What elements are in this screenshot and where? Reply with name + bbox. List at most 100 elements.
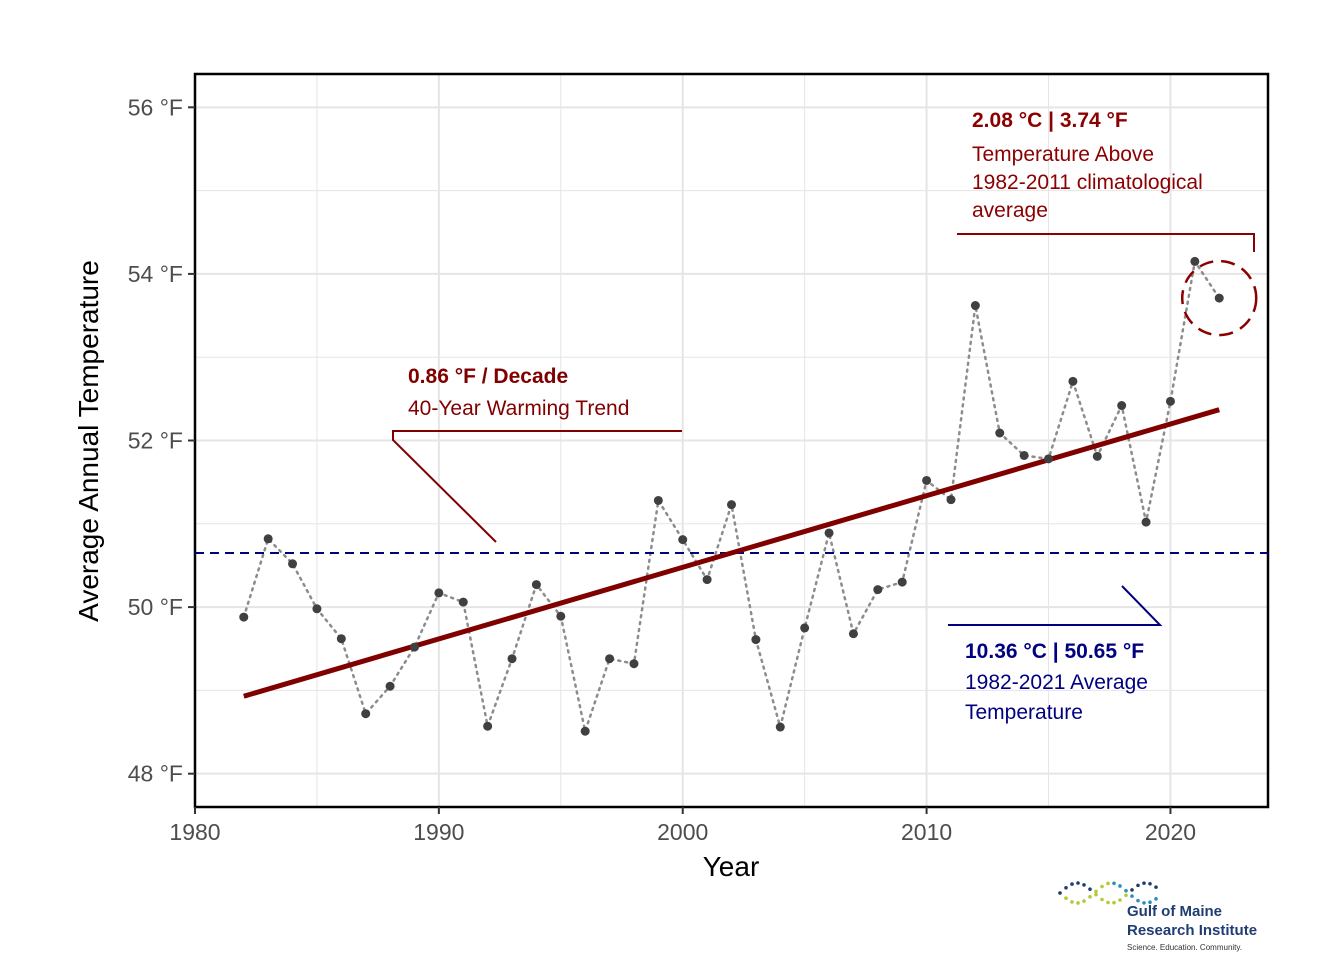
logo-dot — [1130, 888, 1134, 892]
logo-dot — [1082, 883, 1086, 887]
logo-dot — [1130, 894, 1134, 898]
logo-dot — [1106, 900, 1110, 905]
data-point — [239, 612, 249, 622]
logo-dot — [1076, 881, 1080, 885]
logo-dot — [1148, 900, 1152, 905]
y-axis-title: Average Annual Temperature — [73, 260, 104, 622]
logo-dot — [1088, 895, 1092, 899]
logo-dot — [1136, 883, 1140, 888]
logo-line2: Research Institute — [1127, 922, 1257, 939]
data-point — [702, 575, 712, 585]
data-point — [312, 604, 322, 614]
logo-dot — [1100, 897, 1104, 902]
grid — [194, 74, 1268, 807]
x-tick-label: 2000 — [657, 819, 708, 845]
latest-annotation-line3: average — [972, 199, 1048, 222]
latest-annotation-value: 2.08 °C | 3.74 °F — [972, 109, 1128, 132]
data-point — [897, 577, 907, 587]
y-tick-label: 48 °F — [128, 761, 183, 787]
average-annotation-line1: 1982-2021 Average — [965, 671, 1148, 694]
data-point — [1165, 396, 1175, 406]
logo-dot — [1148, 881, 1152, 886]
data-point — [775, 722, 785, 732]
x-tick-label: 1990 — [413, 819, 464, 845]
data-point — [1214, 293, 1224, 303]
logo-dot — [1118, 898, 1122, 902]
data-point — [1092, 451, 1102, 461]
trend-annotation-label: 40-Year Warming Trend — [408, 397, 629, 420]
axes: 1980 1990 2000 2010 2020 48 °F 50 °F 52 °F 54 °F… — [128, 94, 1196, 845]
data-point — [288, 559, 298, 569]
data-point — [483, 721, 493, 731]
logo-line1: Gulf of Maine — [1127, 903, 1222, 920]
x-tick-label: 1980 — [169, 819, 220, 845]
data-point — [824, 528, 834, 538]
logo-dot — [1070, 882, 1074, 886]
average-annotation-value: 10.36 °C | 50.65 °F — [965, 640, 1144, 663]
logo-dot — [1058, 891, 1062, 895]
logo-dot — [1124, 888, 1128, 893]
data-point — [1190, 256, 1200, 266]
logo-dot — [1112, 900, 1116, 905]
trend-annotation-value: 0.86 °F / Decade — [408, 365, 568, 388]
average-annotation-leader — [948, 585, 1163, 626]
data-point — [800, 623, 810, 633]
x-tick-label: 2020 — [1145, 819, 1196, 845]
logo-dot — [1100, 884, 1104, 889]
y-tick-label: 50 °F — [128, 594, 183, 620]
data-point — [1141, 517, 1151, 527]
logo-dot — [1076, 901, 1080, 905]
latest-annotation-line2: 1982-2011 climatological — [972, 171, 1203, 194]
data-point — [1117, 401, 1127, 411]
gmri-logo: Gulf of Maine Research Institute Science… — [1058, 881, 1257, 952]
latest-annotation-line1: Temperature Above — [972, 143, 1154, 166]
logo-dot — [1094, 889, 1098, 894]
logo-dot — [1070, 900, 1074, 904]
logo-dot — [1136, 898, 1140, 903]
logo-dot — [1124, 893, 1128, 898]
data-point — [361, 709, 371, 719]
data-point — [995, 428, 1005, 438]
data-point — [458, 597, 468, 607]
trend-line — [243, 407, 1220, 699]
series — [195, 256, 1268, 736]
logo-dot — [1064, 885, 1068, 890]
highlight-circle — [1180, 259, 1258, 337]
data-point — [946, 495, 956, 505]
data-point — [385, 681, 395, 691]
data-point — [434, 588, 444, 598]
logo-tagline: Science. Education. Community. — [1127, 943, 1242, 952]
x-axis-title: Year — [703, 851, 760, 882]
logo-dot — [1154, 897, 1158, 901]
logo-dot — [1142, 901, 1146, 905]
logo-dot — [1154, 885, 1158, 889]
logo-dot — [1094, 892, 1098, 897]
data-point — [751, 635, 761, 645]
data-point — [531, 580, 541, 590]
data-point — [580, 726, 590, 736]
data-point — [1044, 454, 1054, 464]
data-point — [507, 654, 517, 664]
x-tick-label: 2010 — [901, 819, 952, 845]
logo-dot — [1064, 896, 1068, 901]
logo-dot — [1082, 899, 1086, 903]
data-point — [727, 500, 736, 510]
data-point — [629, 659, 639, 669]
logo-dot — [1112, 881, 1116, 886]
logo-dot — [1142, 881, 1146, 885]
latest-annotation-leader — [957, 233, 1255, 252]
data-point — [556, 611, 566, 621]
annotations — [1180, 259, 1258, 337]
data-point — [336, 634, 346, 644]
data-point — [970, 301, 980, 311]
logo-dot — [1118, 884, 1122, 888]
data-point — [653, 495, 663, 505]
y-tick-label: 56 °F — [128, 94, 183, 120]
trend-annotation-leader — [392, 430, 682, 543]
data-point — [678, 535, 688, 545]
data-point — [263, 534, 273, 544]
data-point — [848, 629, 858, 639]
data-point — [873, 585, 883, 595]
data-point — [605, 654, 615, 664]
